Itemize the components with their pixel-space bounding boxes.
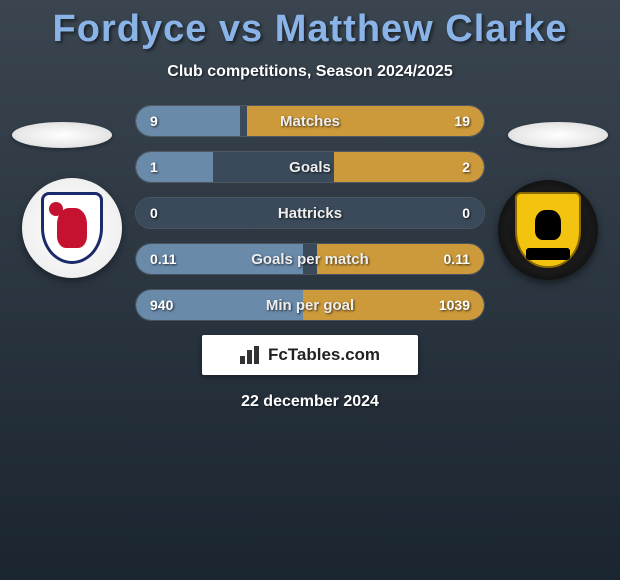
stat-row: 1Goals2	[135, 151, 485, 183]
stat-value-left: 940	[136, 297, 206, 313]
stat-row: 0Hattricks0	[135, 197, 485, 229]
stat-value-right: 0	[414, 205, 484, 221]
stats-container: 9Matches19 1Goals2 0Hattricks0 0.11Goals pe…	[135, 105, 485, 321]
lion-icon	[57, 208, 87, 248]
subtitle: Club competitions, Season 2024/2025	[0, 63, 620, 81]
shield-icon	[41, 192, 103, 264]
brand-text: FcTables.com	[268, 345, 380, 365]
page-title: Fordyce vs Matthew Clarke	[0, 0, 620, 51]
shield-icon	[515, 192, 581, 268]
stat-value-right: 19	[414, 113, 484, 129]
team-badge-left	[22, 178, 122, 278]
stat-label: Goals per match	[206, 251, 414, 268]
stat-row: 9Matches19	[135, 105, 485, 137]
bar-chart-icon	[240, 346, 262, 364]
date-label: 22 december 2024	[0, 393, 620, 411]
stat-row: 0.11Goals per match0.11	[135, 243, 485, 275]
player-right-pedestal	[508, 122, 608, 148]
stat-value-right: 2	[414, 159, 484, 175]
lion-icon	[535, 210, 561, 240]
stat-value-left: 9	[136, 113, 206, 129]
stat-value-left: 0	[136, 205, 206, 221]
stat-label: Min per goal	[206, 297, 414, 314]
stat-label: Goals	[206, 159, 414, 176]
stat-value-left: 0.11	[136, 251, 206, 267]
player-left-pedestal	[12, 122, 112, 148]
stat-row: 940Min per goal1039	[135, 289, 485, 321]
stat-value-left: 1	[136, 159, 206, 175]
stat-value-right: 1039	[414, 297, 484, 313]
stat-label: Matches	[206, 113, 414, 130]
stat-value-right: 0.11	[414, 251, 484, 267]
team-badge-right	[498, 180, 598, 280]
stat-label: Hattricks	[206, 205, 414, 222]
brand-box: FcTables.com	[202, 335, 418, 375]
